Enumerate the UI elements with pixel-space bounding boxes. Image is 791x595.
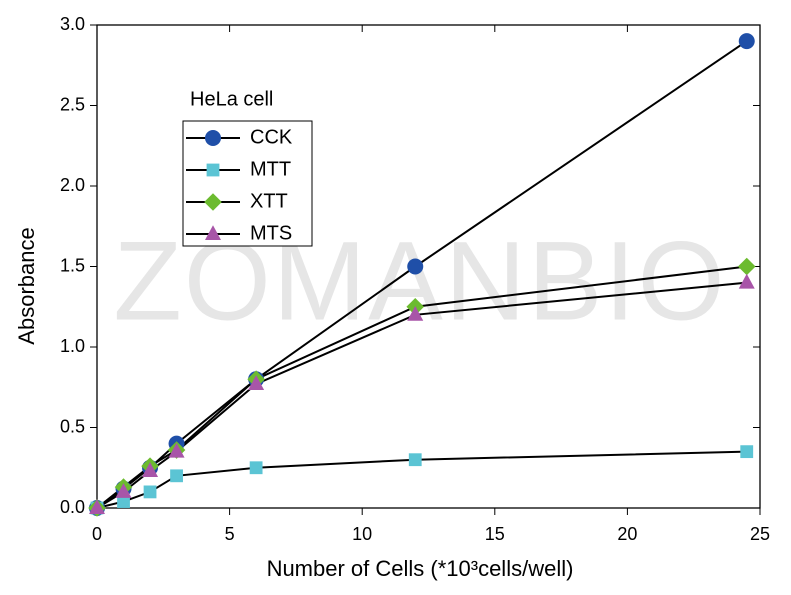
y-tick-label: 0.5 <box>60 416 85 436</box>
legend-label: MTT <box>250 158 291 180</box>
x-tick-label: 10 <box>352 524 372 544</box>
data-point <box>117 495 130 508</box>
y-axis-label: Absorbance <box>14 227 39 344</box>
legend-label: CCK <box>250 126 293 148</box>
data-point <box>248 375 265 391</box>
data-point <box>89 499 105 514</box>
x-tick-label: 5 <box>225 524 235 544</box>
x-tick-label: 15 <box>485 524 505 544</box>
data-point <box>115 483 132 498</box>
legend-box <box>182 120 313 247</box>
data-point <box>168 442 185 458</box>
legend-label: MTS <box>250 222 292 244</box>
data-point <box>143 485 157 499</box>
series-line <box>96 450 747 509</box>
y-tick-label: 2.5 <box>60 94 85 114</box>
data-point <box>738 33 755 50</box>
x-tick-label: 25 <box>750 524 770 544</box>
x-tick-label: 0 <box>92 524 102 544</box>
y-tick-label: 0.0 <box>60 497 85 517</box>
data-point <box>170 469 183 483</box>
y-tick-label: 1.0 <box>60 336 85 356</box>
legend-marker <box>205 130 221 146</box>
data-point <box>740 445 754 459</box>
data-point <box>407 258 424 275</box>
legend-marker <box>205 225 221 240</box>
data-point <box>407 306 424 321</box>
y-tick-label: 1.5 <box>60 255 85 275</box>
data-point <box>408 453 422 467</box>
data-point <box>737 257 756 276</box>
x-axis-label: Number of Cells (*10³cells/well) <box>267 556 574 581</box>
data-point <box>142 462 159 477</box>
y-tick-label: 3.0 <box>60 14 85 34</box>
legend-label: XTT <box>250 190 288 212</box>
x-tick-label: 20 <box>617 524 637 544</box>
legend-title: HeLa cell <box>190 88 273 110</box>
y-tick-label: 2.0 <box>60 175 85 195</box>
data-point <box>249 461 263 475</box>
legend-marker <box>206 163 220 177</box>
legend-marker <box>204 193 222 211</box>
data-point <box>738 273 755 289</box>
